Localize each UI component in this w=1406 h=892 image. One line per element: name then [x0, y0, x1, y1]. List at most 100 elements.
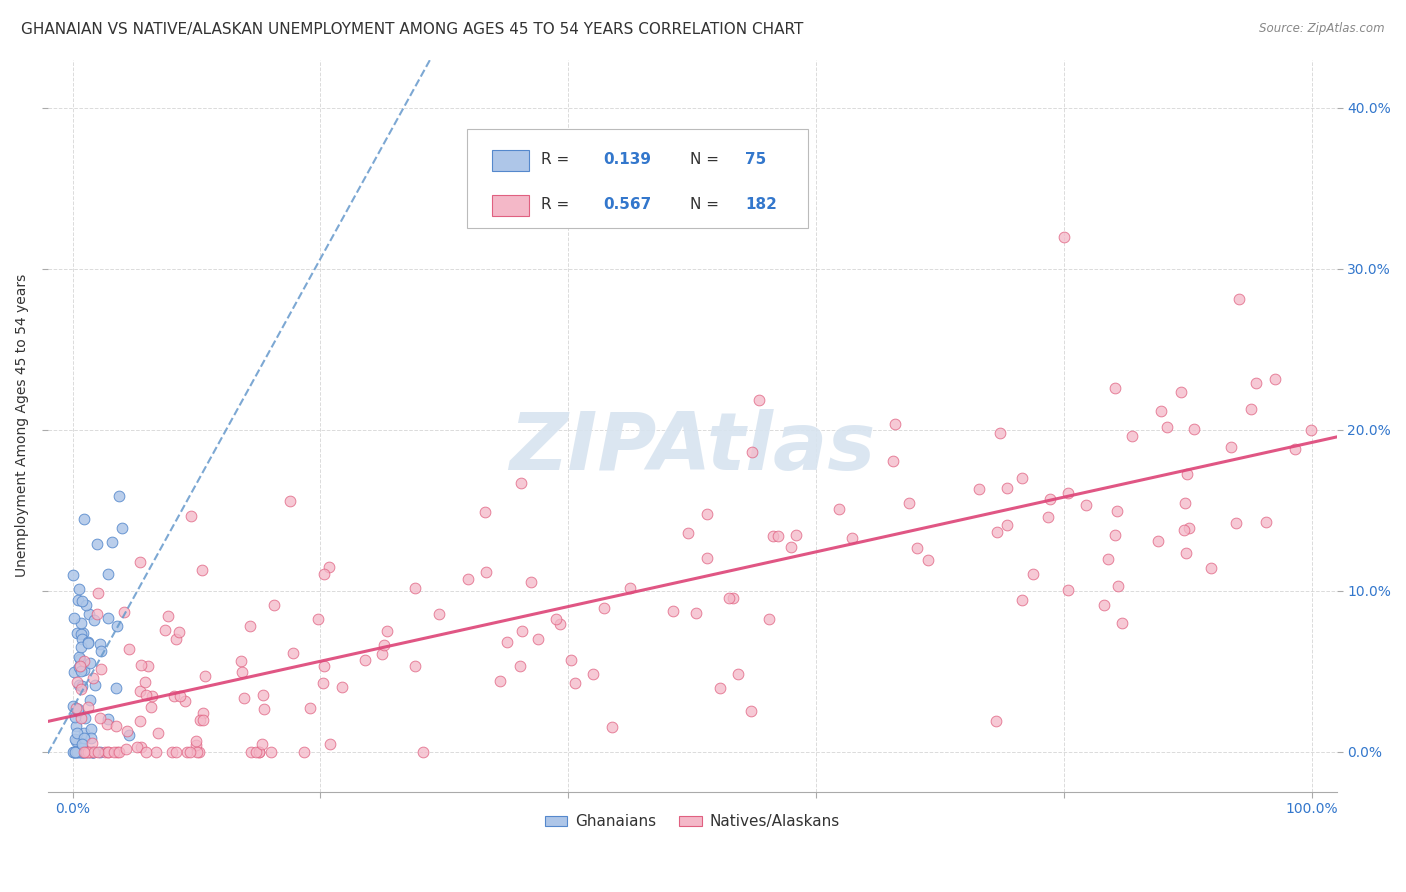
Point	[65, 710, 87, 724]
Point	[474, 505, 496, 519]
Point	[131, 740, 153, 755]
Point	[582, 667, 605, 681]
Point	[785, 528, 807, 542]
Point	[1107, 579, 1129, 593]
Point	[70, 741, 93, 756]
Point	[73, 663, 96, 677]
Point	[72, 626, 94, 640]
Point	[67, 745, 90, 759]
Point	[128, 714, 150, 729]
Point	[312, 675, 335, 690]
Point	[94, 745, 117, 759]
Point	[87, 586, 110, 600]
Point	[1121, 429, 1143, 443]
Point	[696, 550, 718, 565]
Point	[79, 693, 101, 707]
Text: R =: R =	[541, 197, 575, 212]
Point	[520, 575, 543, 590]
Point	[191, 563, 214, 577]
Point	[80, 722, 103, 736]
Point	[136, 659, 159, 673]
Point	[1053, 229, 1076, 244]
Point	[163, 689, 186, 703]
Point	[984, 714, 1007, 729]
Point	[318, 559, 340, 574]
Point	[427, 607, 450, 622]
Point	[63, 611, 86, 625]
Point	[156, 609, 179, 624]
Point	[662, 604, 685, 618]
Point	[70, 632, 93, 647]
Point	[232, 691, 254, 706]
Point	[160, 745, 183, 759]
Point	[1146, 533, 1168, 548]
Point	[129, 657, 152, 672]
Point	[86, 607, 108, 621]
Point	[897, 496, 920, 510]
Point	[1182, 422, 1205, 436]
Point	[299, 701, 322, 715]
Point	[82, 745, 104, 759]
Point	[62, 745, 84, 759]
Point	[75, 745, 97, 759]
Point	[70, 679, 93, 693]
Point	[69, 745, 91, 759]
Point	[108, 489, 131, 503]
Point	[1227, 292, 1250, 306]
Point	[188, 713, 211, 727]
Point	[70, 737, 93, 751]
Point	[1173, 524, 1195, 538]
Point	[65, 700, 87, 714]
Point	[762, 529, 785, 543]
Point	[685, 606, 707, 620]
Point	[546, 612, 568, 626]
Point	[135, 745, 157, 759]
Point	[77, 635, 100, 649]
Point	[1104, 381, 1126, 395]
Point	[82, 745, 104, 759]
Point	[283, 646, 305, 660]
Point	[1246, 376, 1268, 391]
Point	[828, 502, 851, 516]
Text: R =: R =	[541, 153, 575, 168]
Point	[77, 699, 100, 714]
Point	[65, 745, 87, 759]
Point	[72, 745, 94, 759]
Point	[67, 660, 90, 674]
Point	[128, 684, 150, 698]
Point	[457, 573, 479, 587]
Point	[1240, 402, 1263, 417]
Point	[70, 745, 93, 759]
Point	[727, 666, 749, 681]
Point	[101, 535, 124, 549]
Point	[117, 723, 139, 738]
Point	[318, 737, 340, 751]
Point	[969, 482, 991, 496]
Point	[90, 662, 112, 676]
Point	[66, 625, 89, 640]
Point	[62, 745, 84, 759]
Point	[105, 719, 128, 733]
Point	[141, 690, 163, 704]
Point	[527, 632, 550, 646]
Point	[917, 553, 939, 567]
Point	[66, 675, 89, 690]
Point	[111, 520, 134, 534]
Point	[1174, 496, 1197, 510]
Point	[65, 745, 87, 759]
Point	[766, 528, 789, 542]
Point	[510, 624, 533, 638]
Point	[1264, 372, 1286, 386]
Point	[79, 656, 101, 670]
Point	[475, 566, 498, 580]
Point	[70, 627, 93, 641]
Point	[67, 582, 90, 596]
Point	[1097, 552, 1119, 566]
Point	[66, 726, 89, 740]
Point	[69, 678, 91, 692]
Point	[184, 734, 207, 748]
Point	[73, 745, 96, 759]
Point	[62, 698, 84, 713]
Point	[103, 745, 125, 759]
Point	[252, 688, 274, 702]
